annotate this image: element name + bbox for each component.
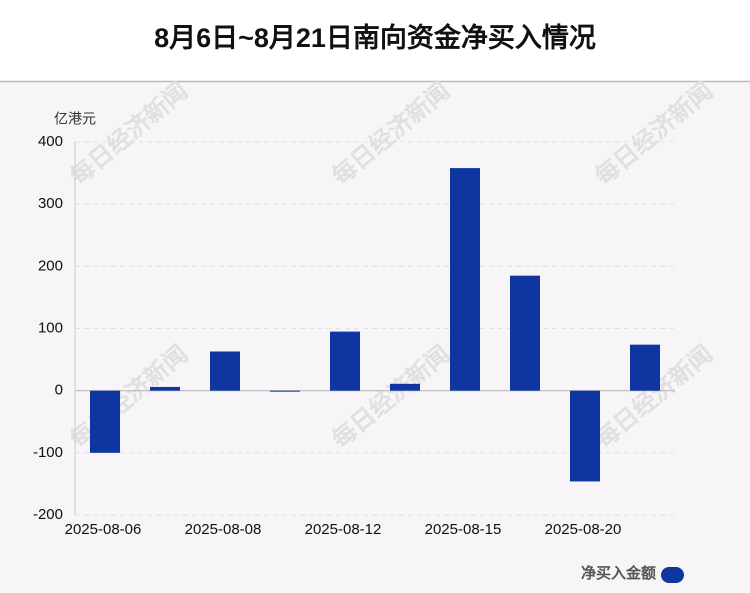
bar (270, 390, 300, 392)
bar (630, 344, 660, 391)
y-tick-label: -200 (33, 506, 63, 523)
chart-title: 8月6日~8月21日南向资金净买入情况 (154, 22, 596, 53)
y-tick-label: 200 (38, 257, 63, 274)
bar (330, 331, 360, 391)
y-tick-label: -100 (33, 444, 63, 461)
x-tick-label: 2025-08-12 (305, 521, 382, 538)
y-axis-label: 亿港元 (54, 111, 96, 127)
x-tick-label: 2025-08-08 (185, 521, 262, 538)
bar (510, 275, 540, 391)
y-tick-label: 300 (38, 195, 63, 212)
y-tick-label: 100 (38, 319, 63, 336)
x-tick-label: 2025-08-15 (425, 521, 502, 538)
bar (90, 390, 120, 453)
legend-label: 净买入金额 (581, 564, 656, 582)
legend-swatch (661, 567, 684, 583)
x-tick-label: 2025-08-20 (545, 521, 622, 538)
bar (210, 351, 240, 391)
y-tick-label: 400 (38, 133, 63, 150)
y-tick-label: 0 (55, 382, 63, 399)
x-tick-label: 2025-08-06 (65, 521, 142, 538)
bar (390, 383, 420, 391)
bar (570, 390, 600, 482)
header-bg (0, 0, 750, 81)
bar (150, 386, 180, 391)
bar (450, 168, 480, 391)
